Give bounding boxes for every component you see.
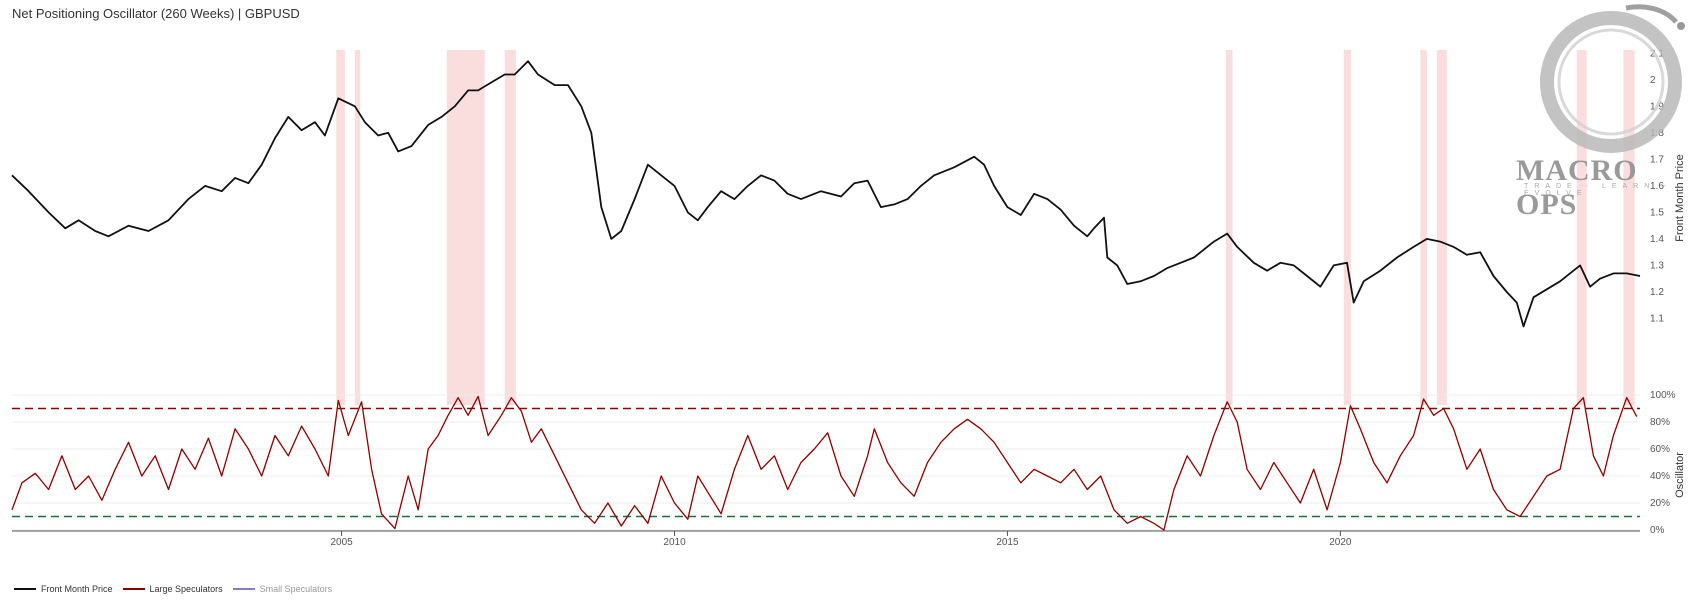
chart-title: Net Positioning Oscillator (260 Weeks) |…: [12, 6, 300, 21]
price-tick-label-1.3: 1.3: [1650, 260, 1664, 271]
legend-label-0: Front Month Price: [41, 584, 113, 594]
legend-swatch-1: [122, 588, 145, 590]
x-tick-label-2005: 2005: [330, 537, 353, 548]
osc-tick-label-80%: 80%: [1650, 417, 1670, 428]
oscillator-axis-title: Oscillator: [1674, 452, 1686, 498]
price-tick-label-1.2: 1.2: [1650, 287, 1664, 298]
price-tick-label-1.1: 1.1: [1650, 313, 1664, 324]
highlight-band-0: [336, 50, 345, 405]
tick-labels: 2005 2010 2015 20201.11.21.31.41.51.61.71.8…: [330, 48, 1675, 548]
osc-tick-label-40%: 40%: [1650, 471, 1670, 482]
series-front-month-price: [11, 60, 1641, 328]
threshold-lines: [12, 407, 1640, 518]
price-tick-label-2: 2: [1650, 75, 1656, 86]
legend-swatch-0: [14, 588, 36, 590]
price-axis-title: Front Month Price: [1674, 154, 1686, 241]
x-tick-label-2020: 2020: [1329, 537, 1352, 548]
price-tick-label-1.4: 1.4: [1650, 234, 1664, 245]
price-tick-label-1.6: 1.6: [1650, 181, 1664, 192]
price-tick-label-1.5: 1.5: [1650, 207, 1664, 218]
osc-tick-label-0%: 0%: [1650, 525, 1665, 536]
osc-tick-label-60%: 60%: [1650, 444, 1670, 455]
highlight-band-7: [1436, 50, 1447, 405]
logo-text: MACRO OPS: [1516, 154, 1638, 221]
osc-tick-label-100%: 100%: [1650, 390, 1676, 401]
highlight-band-8: [1576, 50, 1587, 405]
x-tick-label-2010: 2010: [663, 537, 686, 548]
series-large-speculators: [11, 395, 1638, 531]
highlight-band-1: [354, 50, 361, 405]
series-lines: [11, 60, 1641, 531]
gridlines: [12, 394, 1640, 531]
highlight-band-5: [1343, 50, 1352, 405]
highlight-band-4: [1225, 50, 1233, 405]
logo-ring-icon: [1540, 4, 1685, 153]
highlight-band-2: [446, 50, 485, 405]
highlight-band-9: [1623, 50, 1635, 405]
highlight-bands: [336, 50, 1635, 405]
highlight-band-3: [504, 50, 517, 405]
highlight-band-6: [1420, 50, 1427, 405]
legend-swatch-2: [232, 588, 255, 590]
legend-item-0[interactable]: Front Month Price: [14, 584, 113, 594]
legend-label-1: Large Speculators: [149, 584, 223, 594]
price-tick-label-1.7: 1.7: [1650, 154, 1664, 165]
legend-item-1[interactable]: Large Speculators: [122, 584, 223, 594]
legend: Front Month Price Large Speculators Small …: [14, 584, 332, 594]
legend-label-2: Small Speculators: [259, 584, 333, 594]
legend-item-2[interactable]: Small Speculators: [232, 584, 333, 594]
price-tick-label-2.1: 2.1: [1650, 48, 1664, 59]
osc-tick-label-20%: 20%: [1650, 498, 1670, 509]
x-tick-label-2015: 2015: [996, 537, 1019, 548]
logo-subtext: TRADE - LEARN - EVOLVE: [1524, 183, 1672, 197]
